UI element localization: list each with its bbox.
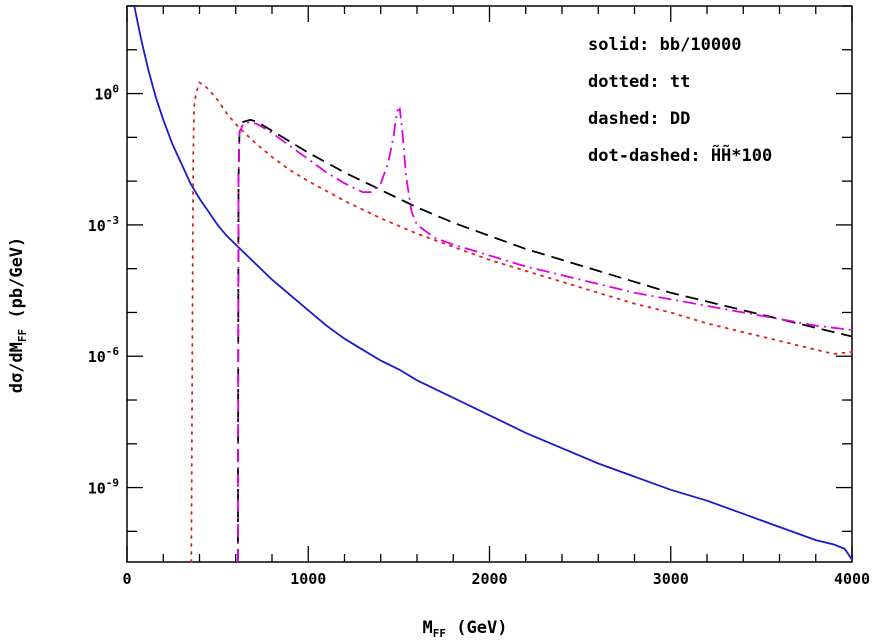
y-tick-label: 100 — [94, 83, 119, 104]
dot-dashed-curve — [237, 107, 853, 563]
legend-entry: dot-dashed: H̃H̃*100 — [588, 143, 772, 166]
x-tick-label: 3000 — [653, 570, 689, 588]
x-tick-labels: 0 1000 2000 3000 4000 — [122, 570, 870, 588]
y-tick-label: 10-6 — [88, 345, 120, 366]
solid-curve — [133, 5, 853, 561]
y-tick-label: 10-9 — [88, 477, 119, 498]
plot-frame — [126, 5, 853, 563]
y-axis-title: dσ/dMFF (pb/GeV) — [7, 237, 29, 394]
x-tick-label: 2000 — [471, 570, 507, 588]
dotted-curve — [190, 81, 853, 563]
y-tick-labels: 100 10-3 10-6 10-9 — [88, 83, 120, 498]
curves — [133, 5, 853, 563]
legend-entry: dashed: DD — [588, 109, 690, 129]
legend-entry: solid: bb/10000 — [588, 35, 742, 55]
axis-ticks — [126, 5, 853, 562]
legend-entry: dotted: tt — [588, 72, 690, 92]
x-tick-label: 1000 — [290, 570, 326, 588]
x-axis-title: MFF (GeV) — [423, 618, 508, 640]
x-tick-label: 4000 — [834, 570, 870, 588]
dashed-curve — [237, 118, 853, 563]
x-tick-label: 0 — [122, 570, 131, 588]
y-tick-label: 10-3 — [88, 214, 119, 235]
legend: solid: bb/10000 dotted: tt dashed: DD dot-d… — [588, 35, 772, 166]
